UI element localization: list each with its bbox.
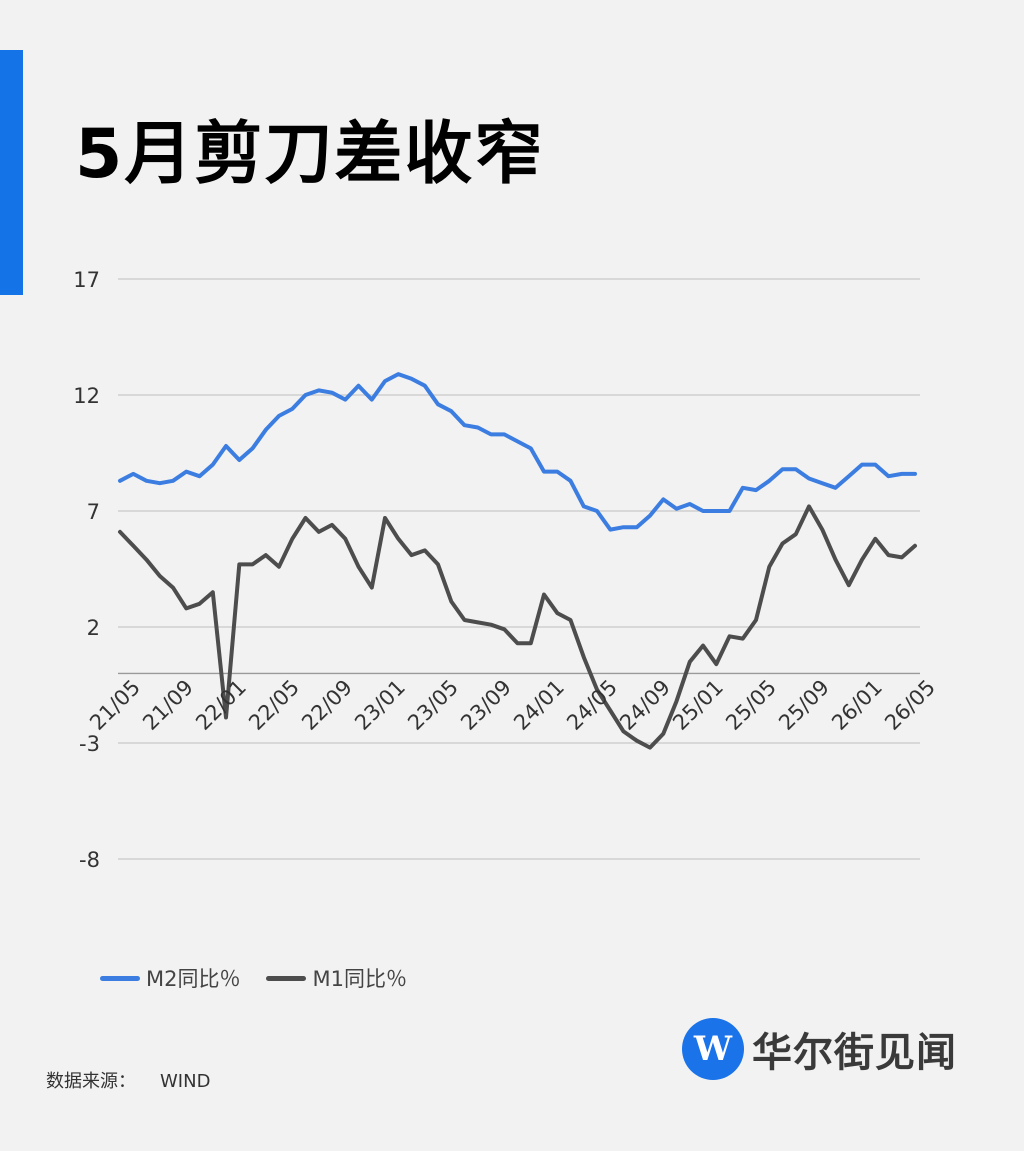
legend-swatch-m1 bbox=[266, 975, 307, 981]
logo-icon: W bbox=[682, 1018, 744, 1080]
x-tick-label: 23/01 bbox=[350, 675, 410, 735]
x-tick-label: 25/01 bbox=[668, 675, 728, 735]
x-tick-label: 23/09 bbox=[456, 675, 516, 735]
y-tick-label: 17 bbox=[73, 268, 100, 292]
x-tick-label: 25/05 bbox=[721, 675, 781, 735]
source-value: WIND bbox=[160, 1071, 211, 1092]
legend-label-m1: M1同比％ bbox=[312, 967, 407, 991]
m2-series-line bbox=[118, 372, 917, 532]
x-tick-label: 22/09 bbox=[297, 675, 357, 735]
x-tick-label: 24/01 bbox=[509, 675, 569, 735]
y-tick-label: 12 bbox=[73, 384, 100, 408]
logo-text: 华尔街见闻 bbox=[752, 1029, 957, 1076]
x-tick-label: 22/05 bbox=[244, 675, 304, 735]
brand-logo: W 华尔街见闻 bbox=[682, 1018, 957, 1080]
legend-item-m1: M1同比％ bbox=[266, 963, 407, 993]
x-tick-label: 21/05 bbox=[85, 675, 145, 735]
accent-bar bbox=[0, 50, 23, 295]
m1-series-line bbox=[118, 504, 917, 750]
page-title: 5月剪刀差收窄 bbox=[75, 115, 545, 194]
x-tick-label: 24/05 bbox=[562, 675, 622, 735]
legend-swatch-m2 bbox=[100, 975, 140, 981]
legend: M2同比％ M1同比％ bbox=[100, 963, 433, 993]
y-tick-label: -3 bbox=[79, 732, 100, 756]
x-tick-label: 26/01 bbox=[827, 675, 887, 735]
legend-item-m2: M2同比％ bbox=[100, 963, 240, 993]
logo-glyph: W bbox=[693, 1029, 733, 1069]
x-tick-label: 26/05 bbox=[880, 675, 940, 735]
x-tick-label: 21/09 bbox=[138, 675, 198, 735]
x-tick-label: 25/09 bbox=[774, 675, 834, 735]
data-source: 数据来源： WIND bbox=[46, 1067, 210, 1093]
legend-label-m2: M2同比％ bbox=[146, 967, 241, 991]
source-label: 数据来源： bbox=[46, 1071, 136, 1092]
x-tick-label: 23/05 bbox=[403, 675, 463, 735]
y-tick-label: -8 bbox=[79, 848, 100, 872]
y-tick-label: 7 bbox=[87, 500, 100, 524]
y-tick-label: 2 bbox=[87, 616, 100, 640]
